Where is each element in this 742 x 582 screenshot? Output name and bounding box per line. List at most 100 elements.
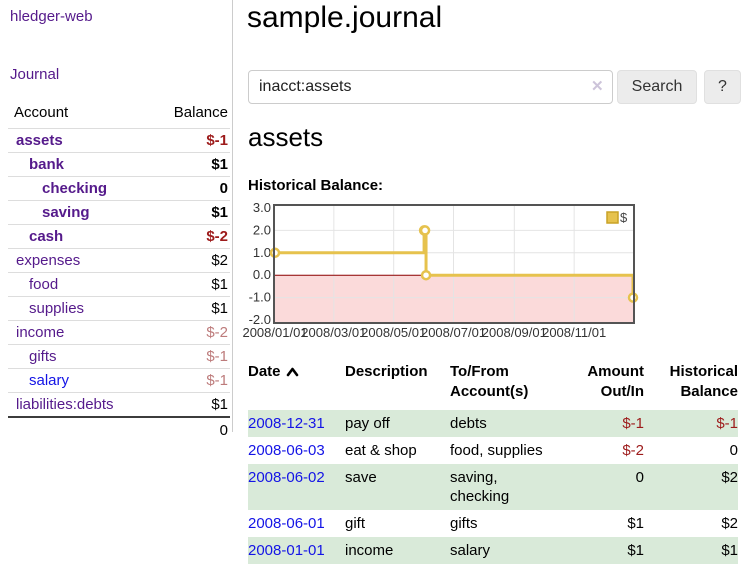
transaction-amount: 0 — [580, 464, 644, 510]
account-title: assets — [248, 122, 324, 152]
svg-text:2008/09/01: 2008/09/01 — [482, 325, 547, 340]
accounts-total-value: 0 — [152, 416, 230, 442]
transaction-description: income — [345, 537, 450, 564]
accounts-total-row: 0 — [8, 416, 230, 442]
account-link-salary[interactable]: salary — [29, 372, 70, 389]
account-row: liabilities:debts $1 — [8, 392, 230, 418]
svg-text:1.0: 1.0 — [253, 245, 271, 260]
svg-text:0.0: 0.0 — [253, 267, 271, 282]
transaction-date-link[interactable]: 2008-12-31 — [248, 415, 325, 432]
transaction-balance: 0 — [729, 442, 738, 459]
transaction-amount: $-1 — [580, 410, 644, 437]
clear-search-icon[interactable]: ✕ — [591, 78, 604, 95]
account-link-assets[interactable]: assets — [16, 132, 63, 149]
transaction-balance: $2 — [644, 464, 738, 510]
transaction-balance: $-1 — [644, 410, 738, 437]
account-balance: $-1 — [152, 128, 230, 153]
transaction-date-link[interactable]: 2008-06-01 — [248, 515, 325, 532]
account-balance: $1 — [152, 200, 230, 225]
account-row: income $-2 — [8, 320, 230, 345]
account-link-bank[interactable]: bank — [29, 156, 65, 173]
account-link-supplies[interactable]: supplies — [29, 300, 85, 317]
svg-text:2008/11/01: 2008/11/01 — [542, 325, 606, 340]
account-balance: $1 — [152, 296, 230, 321]
transaction-description: save — [345, 464, 450, 510]
account-row: gifts $-1 — [8, 344, 230, 369]
account-balance: $1 — [152, 152, 230, 177]
search-button[interactable]: Search — [617, 70, 697, 104]
account-balance: $1 — [152, 272, 230, 297]
transaction-accounts: saving, checking — [450, 464, 580, 510]
transaction-amount: $1 — [580, 537, 644, 564]
account-row: checking 0 — [8, 176, 230, 201]
account-balance: $-2 — [152, 320, 230, 345]
account-row: food $1 — [8, 272, 230, 297]
transaction-description: eat & shop — [345, 442, 417, 459]
transaction-balance: $1 — [644, 537, 738, 564]
transaction-accounts: debts — [450, 410, 580, 437]
account-row: supplies $1 — [8, 296, 230, 321]
svg-text:2008/01/01: 2008/01/01 — [242, 325, 307, 340]
accounts-header-balance: Balance — [152, 100, 230, 129]
register-header-balance: Historical Balance — [669, 363, 738, 400]
transaction-row: 2008-12-31 pay off debts $-1 $-1 — [248, 410, 738, 437]
account-link-expenses[interactable]: expenses — [16, 252, 81, 269]
account-link-liabilities-debts[interactable]: liabilities:debts — [16, 396, 114, 413]
svg-text:2008/03/01: 2008/03/01 — [301, 325, 366, 340]
account-row: expenses $2 — [8, 248, 230, 273]
transaction-amount: $-2 — [622, 442, 644, 459]
page-title: sample.journal — [247, 1, 443, 34]
account-link-food[interactable]: food — [29, 276, 59, 293]
account-row: cash $-2 — [8, 224, 230, 249]
transaction-amount: $1 — [627, 515, 644, 532]
sidebar-item-journal[interactable]: Journal — [10, 66, 60, 83]
transaction-date-link[interactable]: 2008-06-03 — [248, 442, 325, 459]
historical-balance-chart: 2008/01/01 2008/03/01 2008/05/01 2008/07/01… — [242, 196, 740, 348]
transaction-row: 2008-01-01 income salary $1 $1 — [248, 537, 738, 564]
transaction-row: 2008-06-03 eat & shop food, supplies $-2… — [248, 437, 738, 464]
transaction-accounts: gifts — [450, 515, 478, 532]
balance-chart-svg: 2008/01/012008/03/012008/05/012008/07/01… — [242, 200, 639, 340]
svg-text:2.0: 2.0 — [253, 222, 271, 237]
account-row: bank $1 — [8, 152, 230, 177]
chart-heading: Historical Balance: — [248, 177, 384, 194]
account-link-income[interactable]: income — [16, 324, 65, 341]
svg-text:-2.0: -2.0 — [249, 312, 271, 327]
account-balance: $-1 — [152, 344, 230, 369]
svg-text:$: $ — [620, 210, 628, 225]
register-header-description: Description — [345, 363, 428, 380]
svg-text:-1.0: -1.0 — [249, 290, 271, 305]
register-header-amount: Amount Out/In — [587, 363, 644, 400]
sidebar-divider — [232, 0, 233, 432]
account-link-checking[interactable]: checking — [42, 180, 108, 197]
register-header-date: Date — [248, 362, 345, 410]
transaction-description: pay off — [345, 410, 450, 437]
sort-ascending-icon — [286, 363, 299, 383]
help-button[interactable]: ? — [704, 70, 741, 104]
svg-text:2008/07/01: 2008/07/01 — [421, 325, 486, 340]
transaction-row: 2008-06-02 save saving, checking 0 $2 — [248, 464, 738, 510]
account-link-cash[interactable]: cash — [29, 228, 64, 245]
search-input[interactable] — [248, 70, 613, 104]
account-balance: 0 — [152, 176, 230, 201]
register-header-row: Date Description To/From Account(s) Amou… — [248, 362, 738, 410]
transaction-accounts: salary — [450, 537, 580, 564]
account-row: assets $-1 — [8, 128, 230, 153]
register-table: Date Description To/From Account(s) Amou… — [248, 362, 738, 564]
account-balance: $1 — [152, 392, 230, 418]
account-balance: $-1 — [152, 368, 230, 393]
accounts-header-account: Account — [8, 100, 153, 129]
brand-link[interactable]: hledger-web — [10, 8, 93, 25]
account-link-gifts[interactable]: gifts — [29, 348, 57, 365]
svg-text:2008/05/01: 2008/05/01 — [361, 325, 426, 340]
accounts-header-row: Account Balance — [8, 100, 230, 129]
transaction-date-link[interactable]: 2008-01-01 — [248, 542, 325, 559]
transaction-balance: $2 — [721, 515, 738, 532]
transaction-accounts: food, supplies — [450, 442, 543, 459]
register-header-accounts: To/From Account(s) — [450, 363, 529, 400]
account-row: salary $-1 — [8, 368, 230, 393]
transaction-date-link[interactable]: 2008-06-02 — [248, 469, 325, 486]
account-row: saving $1 — [8, 200, 230, 225]
account-link-saving[interactable]: saving — [42, 204, 90, 221]
